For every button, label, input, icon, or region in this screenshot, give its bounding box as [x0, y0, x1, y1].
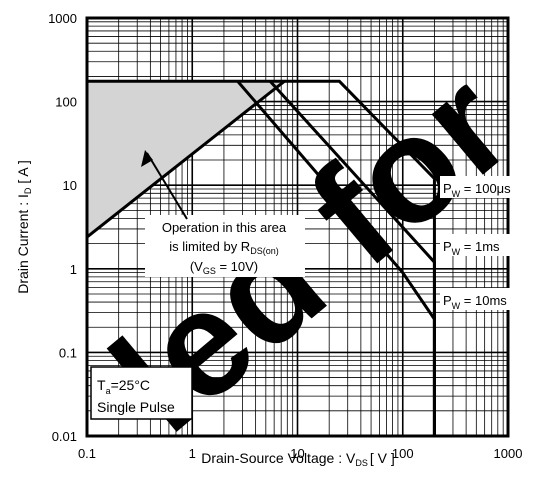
x-tick-label: 1 — [189, 446, 196, 461]
y-tick-label: 100 — [55, 95, 77, 110]
area-annotation: Operation in this area is limited by RDS… — [141, 150, 305, 277]
pw-1ms-box — [440, 234, 512, 256]
x-tick-label: 1000 — [494, 446, 523, 461]
curves — [86, 79, 436, 436]
conditions-box: Ta=25°C Single Pulse — [90, 366, 193, 420]
pw-10ms-label: PW = 10ms — [440, 288, 522, 311]
pw-100us-text: PW = 100μs — [443, 181, 511, 199]
area-annotation-arrow — [146, 152, 188, 220]
y-axis-label: Drain Current : ID[ A ] — [15, 160, 33, 293]
x-tick-label: 10 — [290, 446, 304, 461]
y-tick-label: 0.1 — [59, 345, 77, 360]
arrow-head — [141, 150, 153, 167]
pw-100us-label: PW = 100μs — [440, 176, 520, 199]
area-text-line3: (VGS = 10V) — [190, 259, 258, 276]
x-tick-label: 100 — [392, 446, 414, 461]
series-line-0 — [86, 80, 286, 239]
plot-frame — [85, 16, 510, 438]
y-tick-label: 0.01 — [52, 429, 77, 444]
x-axis-label: Drain-Source Voltage : VDS[ V ] — [201, 450, 395, 468]
temperature-text: Ta=25°C — [97, 377, 150, 396]
series-line-3 — [236, 80, 436, 436]
area-text-line2: is limited by RDS(on) — [169, 239, 278, 256]
y-tick-label: 1 — [70, 262, 77, 277]
y-tick-label: 1000 — [48, 11, 77, 26]
y-tick-label: 10 — [63, 178, 77, 193]
pulse-text: Single Pulse — [97, 399, 175, 415]
pw-1ms-text: PW = 1ms — [443, 239, 500, 257]
x-tick-label: 0.1 — [78, 446, 96, 461]
conditions-frame — [90, 366, 193, 420]
area-annotation-box — [145, 215, 305, 277]
pw-10ms-text: PW = 10ms — [443, 293, 507, 311]
pw-10ms-box — [440, 288, 522, 310]
area-text-line1: Operation in this area — [162, 220, 287, 235]
pw-100us-box — [440, 176, 520, 198]
pw-1ms-label: PW = 1ms — [440, 234, 512, 257]
